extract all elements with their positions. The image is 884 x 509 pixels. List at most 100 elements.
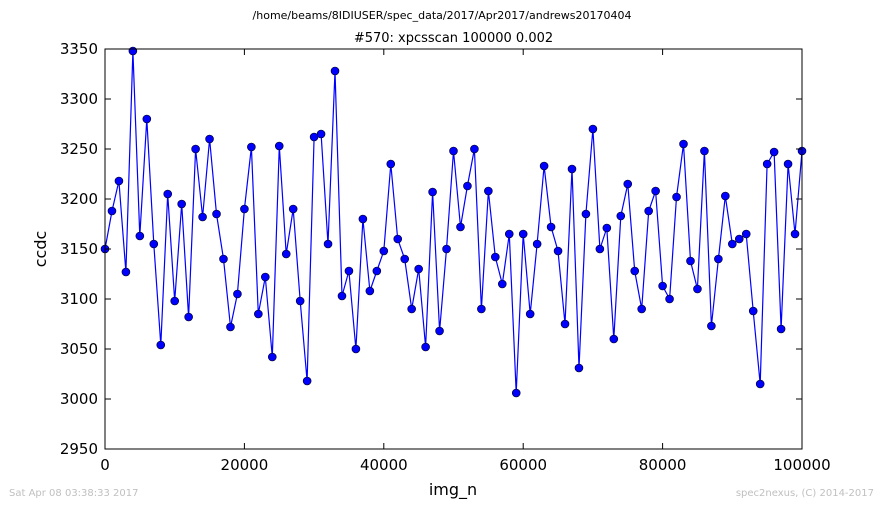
- data-point: [700, 146, 709, 156]
- x-tick-label: 80000: [639, 456, 687, 474]
- data-point: [623, 179, 633, 189]
- plot-frame: [104, 48, 803, 450]
- data-point: [790, 229, 800, 239]
- data-point: [693, 284, 702, 294]
- y-tick-label: 2950: [60, 440, 98, 458]
- data-point: [372, 266, 382, 276]
- data-point: [658, 281, 667, 291]
- y-axis-label: ccdc: [31, 231, 50, 268]
- data-point: [484, 186, 493, 196]
- data-point: [560, 319, 570, 329]
- data-point: [121, 267, 131, 277]
- data-point: [288, 204, 298, 214]
- data-point: [588, 124, 598, 134]
- data-point: [609, 334, 619, 344]
- y-tick-label: 3350: [60, 40, 98, 58]
- data-point: [644, 206, 653, 216]
- data-point: [219, 254, 228, 264]
- data-point: [330, 66, 340, 76]
- data-point: [546, 222, 556, 232]
- y-tick-label: 3200: [60, 190, 98, 208]
- file-path-title: /home/beams/8IDIUSER/spec_data/2017/Apr2…: [252, 9, 632, 22]
- data-point: [449, 146, 458, 156]
- data-point: [435, 326, 444, 336]
- x-tick-label: 40000: [360, 456, 408, 474]
- data-point: [679, 139, 688, 149]
- data-point: [755, 379, 765, 389]
- series-line: [104, 50, 803, 394]
- data-point: [456, 222, 465, 232]
- data-point: [741, 229, 751, 239]
- data-point: [414, 264, 423, 274]
- data-point: [128, 46, 138, 56]
- data-point: [651, 186, 660, 196]
- y-tick-label: 3050: [60, 340, 98, 358]
- data-point: [337, 291, 347, 301]
- data-point: [672, 192, 681, 202]
- x-tick-label: 60000: [499, 456, 547, 474]
- data-point: [323, 239, 333, 249]
- y-tick-label: 3300: [60, 90, 98, 108]
- data-point: [107, 206, 117, 216]
- data-point: [776, 324, 786, 334]
- series-layer: [100, 46, 807, 398]
- data-point: [170, 296, 179, 306]
- footer-timestamp: Sat Apr 08 03:38:33 2017: [9, 488, 139, 499]
- data-point: [281, 249, 291, 259]
- data-point: [428, 187, 437, 197]
- data-point: [226, 322, 235, 332]
- data-point: [379, 246, 389, 256]
- chart-title: #570: xpcsscan 100000 0.002: [353, 31, 554, 46]
- data-point: [497, 279, 507, 289]
- data-point: [595, 244, 605, 254]
- data-point: [247, 142, 256, 152]
- data-point: [114, 176, 124, 186]
- x-axis-label: img_n: [429, 480, 477, 500]
- data-point: [184, 312, 193, 322]
- data-point: [358, 214, 368, 224]
- data-point: [254, 309, 263, 319]
- data-point: [295, 296, 305, 306]
- data-point: [707, 321, 716, 331]
- y-tick-label: 3000: [60, 390, 98, 408]
- data-point: [470, 144, 479, 154]
- data-point: [491, 252, 500, 262]
- data-point: [344, 266, 354, 276]
- data-point: [567, 164, 577, 174]
- data-point: [630, 266, 640, 276]
- data-point: [783, 159, 793, 169]
- data-point: [748, 306, 758, 316]
- data-point: [727, 239, 737, 249]
- data-point: [769, 147, 779, 157]
- data-point: [574, 363, 584, 373]
- data-point: [532, 239, 542, 249]
- data-point: [316, 129, 326, 139]
- data-point: [240, 204, 249, 214]
- y-tick-label: 3250: [60, 140, 98, 158]
- data-point: [525, 309, 535, 319]
- data-point: [302, 376, 312, 386]
- data-point: [267, 352, 277, 362]
- data-point: [511, 388, 521, 398]
- y-tick-label: 3100: [60, 290, 98, 308]
- data-point: [477, 304, 486, 314]
- axis-layer: 0 20000 40000 60000 80000 100000 2950 3000 3050 3…: [60, 40, 831, 474]
- data-point: [714, 254, 723, 264]
- data-point: [400, 254, 410, 264]
- data-point: [393, 234, 403, 244]
- data-point: [504, 229, 514, 239]
- data-point: [734, 234, 744, 244]
- footer-credit: spec2nexus, (C) 2014-2017: [735, 488, 874, 499]
- y-tick-label: 3150: [60, 240, 98, 258]
- data-point: [351, 344, 361, 354]
- data-point: [553, 246, 563, 256]
- data-point: [135, 231, 145, 241]
- data-point: [386, 159, 396, 169]
- data-point: [686, 256, 695, 266]
- data-point: [539, 161, 549, 171]
- data-point: [142, 114, 152, 124]
- data-point: [421, 342, 430, 352]
- data-point: [212, 209, 221, 219]
- data-point: [205, 134, 214, 144]
